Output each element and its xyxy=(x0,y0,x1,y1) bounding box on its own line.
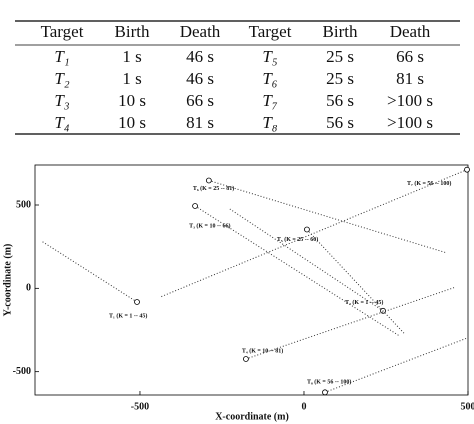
table-cell: T₃ xyxy=(54,91,69,110)
table-cell: 56 s xyxy=(326,91,354,110)
x-tick-label: -500 xyxy=(131,401,149,412)
table-cell: 81 s xyxy=(186,113,214,132)
track-label: T₂ (K = 1 -- 45) xyxy=(345,299,383,306)
table-cell: 81 s xyxy=(396,69,424,88)
track-label: T₈ (K = 56 -- 100) xyxy=(307,379,351,386)
track-label: T₄ (K = 10 -- 81) xyxy=(242,347,283,354)
table-cell: 66 s xyxy=(396,47,424,66)
trajectory xyxy=(324,337,467,393)
table-cell: >100 s xyxy=(387,91,433,110)
table-cell: 46 s xyxy=(186,69,214,88)
table-cell: T₂ xyxy=(54,69,69,88)
table-cell: T₆ xyxy=(262,69,277,88)
table-cell: 56 s xyxy=(326,113,354,132)
table-cell: 10 s xyxy=(118,91,146,110)
table-cell: 10 s xyxy=(118,113,146,132)
track-label: T₇ (K = 56 -- 100) xyxy=(407,180,451,187)
table-header: Birth xyxy=(115,22,150,41)
table-cell: T₁ xyxy=(54,47,69,66)
table-header: Target xyxy=(249,22,292,41)
x-tick-label: 500 xyxy=(461,401,474,412)
table-cell: T₇ xyxy=(262,91,277,110)
trajectory xyxy=(245,286,456,360)
plot-frame xyxy=(34,164,469,396)
table-cell: T₄ xyxy=(54,113,69,132)
table-cell: T₈ xyxy=(262,113,277,132)
table-cell: 66 s xyxy=(186,91,214,110)
birth-point xyxy=(464,166,470,173)
birth-point xyxy=(304,226,310,233)
birth-point xyxy=(322,389,328,396)
track-label: T₁ (K = 1 -- 45) xyxy=(109,312,147,319)
y-tick-label: -500 xyxy=(13,366,31,377)
x-tick-label: 0 xyxy=(301,401,306,412)
birth-point xyxy=(205,177,212,184)
track-label: T₅ (K = 25 -- 66) xyxy=(277,236,318,243)
trajectory xyxy=(229,208,384,312)
table-cell: 1 s xyxy=(122,47,141,66)
trajectory xyxy=(306,229,406,335)
table-cell: >100 s xyxy=(387,113,433,132)
table-header: Target xyxy=(41,22,84,41)
trajectory xyxy=(41,240,138,303)
birth-point xyxy=(192,203,198,209)
track-label: T₃ (K = 10 -- 66) xyxy=(189,222,230,229)
y-tick-label: 500 xyxy=(16,199,31,210)
birth-point xyxy=(134,299,140,305)
table-cell: 25 s xyxy=(326,47,354,66)
table-header: Birth xyxy=(323,22,358,41)
y-axis-label: Y-coordinate (m) xyxy=(2,244,13,317)
table-cell: T₅ xyxy=(262,47,277,66)
x-axis-label: X-coordinate (m) xyxy=(215,411,289,422)
table-cell: 46 s xyxy=(186,47,214,66)
birth-point xyxy=(243,356,249,362)
table-header: Death xyxy=(390,22,431,41)
trajectory xyxy=(208,180,448,254)
table-header: Death xyxy=(180,22,221,41)
table-cell: 25 s xyxy=(326,69,354,88)
y-tick-label: 0 xyxy=(26,283,31,294)
table-cell: 1 s xyxy=(122,69,141,88)
track-label: T₆ (K = 25 -- 81) xyxy=(193,185,234,192)
